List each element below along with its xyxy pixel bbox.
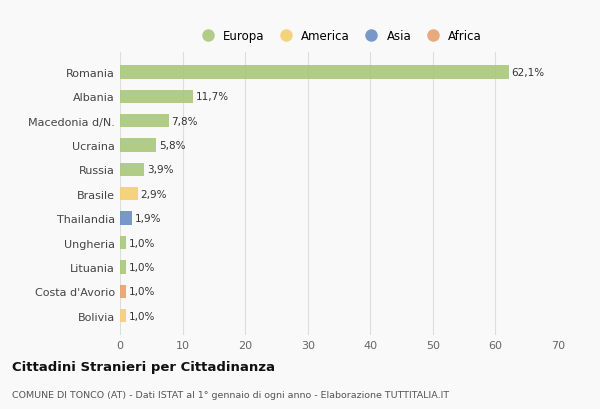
Text: 2,9%: 2,9%	[140, 189, 167, 199]
Text: 1,0%: 1,0%	[129, 262, 155, 272]
Text: 1,0%: 1,0%	[129, 287, 155, 297]
Bar	[120, 188, 138, 201]
Bar	[120, 285, 126, 298]
Bar	[120, 212, 132, 225]
Text: 7,8%: 7,8%	[172, 116, 198, 126]
Bar	[120, 115, 169, 128]
Bar	[120, 139, 156, 152]
Bar	[120, 236, 126, 249]
Text: 1,0%: 1,0%	[129, 238, 155, 248]
Bar	[120, 309, 126, 323]
Text: 3,9%: 3,9%	[147, 165, 173, 175]
Legend: Europa, America, Asia, Africa: Europa, America, Asia, Africa	[194, 28, 484, 46]
Bar	[120, 66, 509, 79]
Bar	[120, 163, 145, 177]
Text: Cittadini Stranieri per Cittadinanza: Cittadini Stranieri per Cittadinanza	[12, 360, 275, 373]
Bar	[120, 261, 126, 274]
Text: 1,0%: 1,0%	[129, 311, 155, 321]
Text: 1,9%: 1,9%	[134, 213, 161, 224]
Text: 5,8%: 5,8%	[159, 141, 185, 151]
Text: 62,1%: 62,1%	[511, 68, 544, 78]
Text: COMUNE DI TONCO (AT) - Dati ISTAT al 1° gennaio di ogni anno - Elaborazione TUTT: COMUNE DI TONCO (AT) - Dati ISTAT al 1° …	[12, 390, 449, 399]
Bar	[120, 90, 193, 104]
Text: 11,7%: 11,7%	[196, 92, 229, 102]
